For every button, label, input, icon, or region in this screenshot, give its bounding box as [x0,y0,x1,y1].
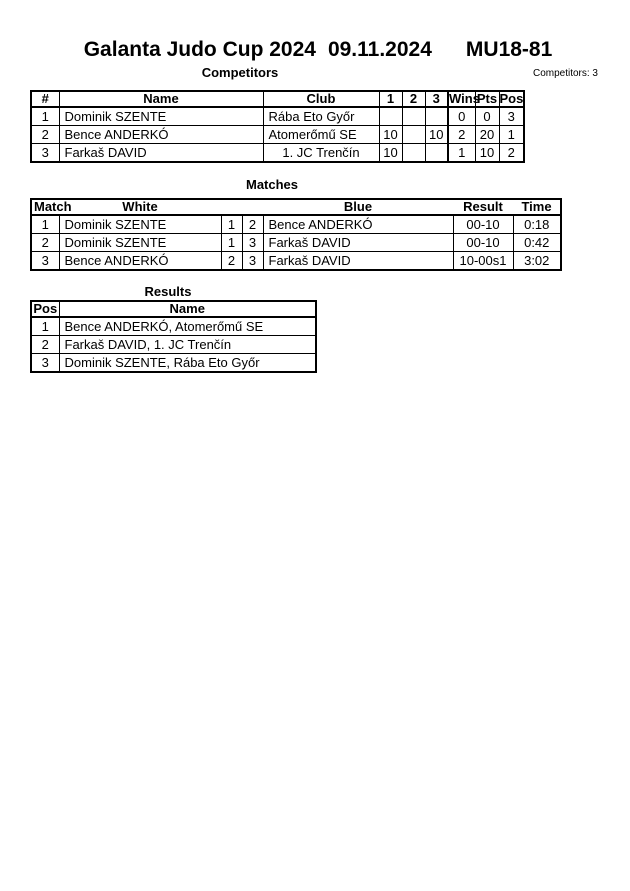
result-name-cell: Dominik SZENTE, Rába Eto Győr [58,353,317,373]
round2-cell [401,143,426,163]
round3-cell [424,106,449,126]
results-name-header: Name [58,300,317,318]
round1-header: 1 [378,90,403,108]
competitor-club-cell: Atomerőmű SE [262,125,380,144]
pts-cell: 0 [474,106,500,126]
title-category: MU18-81 [465,38,553,61]
competitor-row: 3 Farkaš DAVID 1. JC Trenčín 10 1 10 2 [30,143,525,163]
result-pos-cell: 3 [30,353,60,373]
pts-header: Pts [474,90,500,108]
competitor-num-cell: 3 [30,143,60,163]
competitor-club-cell: 1. JC Trenčín [262,143,380,163]
time-cell: 0:42 [512,233,562,252]
blue-name-cell: Bence ANDERKÓ [262,214,454,234]
match-num-cell: 1 [30,214,60,234]
pos-header: Pos [498,90,525,108]
round2-cell [401,106,426,126]
blue-name-cell: Farkaš DAVID [262,233,454,252]
result-cell: 00-10 [452,233,514,252]
result-cell: 10-00s1 [452,251,514,271]
white-number-cell: 1 [220,233,243,252]
competitor-num-cell: 2 [30,125,60,144]
white-name-cell: Dominik SZENTE [58,233,222,252]
competitor-name-cell: Farkaš DAVID [58,143,264,163]
title-event: Galanta Judo Cup 2024 [83,38,316,61]
competitor-num-cell: 1 [30,106,60,126]
matches-header-row: Match White Blue Result Time [31,198,561,216]
competitors-header-row: # Name Club 1 2 3 Wins Pts Pos [30,90,525,108]
competitor-club-cell: Rába Eto Győr [262,106,380,126]
time-cell: 3:02 [512,251,562,271]
pos-cell: 3 [498,106,525,126]
match-num-cell: 2 [30,233,60,252]
club-header: Club [262,90,380,108]
name-header: Name [58,90,264,108]
pos-cell: 1 [498,125,525,144]
round3-header: 3 [424,90,449,108]
white-number-cell: 2 [220,251,243,271]
wins-cell: 1 [447,143,476,163]
blue-number-cell: 3 [241,251,264,271]
pos-cell: 2 [498,143,525,163]
result-row: 3 Dominik SZENTE, Rába Eto Győr [30,353,317,373]
round3-cell [424,143,449,163]
result-cell: 00-10 [452,214,514,234]
results-pos-header: Pos [30,300,60,318]
blue-number-cell: 3 [241,233,264,252]
result-row: 1 Bence ANDERKÓ, Atomerőmű SE [30,316,317,336]
num-header: # [30,90,60,108]
match-row: 3 Bence ANDERKÓ 2 3 Farkaš DAVID 10-00s1… [30,251,562,271]
title-date: 09.11.2024 [327,38,432,61]
round2-cell [401,125,426,144]
result-pos-cell: 2 [30,335,60,354]
competitors-table: # Name Club 1 2 3 Wins Pts Pos 1 Dominik… [30,90,525,163]
round2-header: 2 [401,90,426,108]
page-title: Galanta Judo Cup 2024 09.11.2024 MU18-81 [0,38,630,62]
competitor-row: 2 Bence ANDERKÓ Atomerőmű SE 10 10 2 20 … [30,125,525,144]
matches-section-label: Matches [245,177,299,192]
wins-cell: 0 [447,106,476,126]
white-header: White [59,198,221,216]
wins-cell: 2 [447,125,476,144]
competitors-section-label: Competitors [201,65,279,80]
time-cell: 0:18 [512,214,562,234]
results-table: Pos Name 1 Bence ANDERKÓ, Atomerőmű SE 2… [30,300,317,373]
match-header: Match [31,198,72,216]
wins-header: Wins [447,90,480,108]
result-name-cell: Bence ANDERKÓ, Atomerőmű SE [58,316,317,336]
result-row: 2 Farkaš DAVID, 1. JC Trenčín [30,335,317,354]
matches-table: Match White Blue Result Time 1 Dominik S… [30,198,562,271]
match-row: 2 Dominik SZENTE 1 3 Farkaš DAVID 00-10 … [30,233,562,252]
pts-cell: 10 [474,143,500,163]
match-row: 1 Dominik SZENTE 1 2 Bence ANDERKÓ 00-10… [30,214,562,234]
competitor-row: 1 Dominik SZENTE Rába Eto Győr 0 0 3 [30,106,525,126]
round1-cell: 10 [378,143,403,163]
white-name-cell: Dominik SZENTE [58,214,222,234]
time-header: Time [513,198,561,216]
results-header-row: Pos Name [30,300,317,318]
match-num-cell: 3 [30,251,60,271]
blue-number-cell: 2 [241,214,264,234]
competitor-name-cell: Bence ANDERKÓ [58,125,264,144]
round1-cell [378,106,403,126]
white-num-header [221,198,242,216]
round3-cell: 10 [424,125,449,144]
blue-header: Blue [263,198,453,216]
result-name-cell: Farkaš DAVID, 1. JC Trenčín [58,335,317,354]
white-number-cell: 1 [220,214,243,234]
round1-cell: 10 [378,125,403,144]
pts-cell: 20 [474,125,500,144]
competitors-count: Competitors: 3 [532,68,598,79]
blue-name-cell: Farkaš DAVID [262,251,454,271]
blue-num-header [242,198,263,216]
results-section-label: Results [144,284,192,299]
result-pos-cell: 1 [30,316,60,336]
white-name-cell: Bence ANDERKÓ [58,251,222,271]
competitor-name-cell: Dominik SZENTE [58,106,264,126]
result-header: Result [453,198,513,216]
